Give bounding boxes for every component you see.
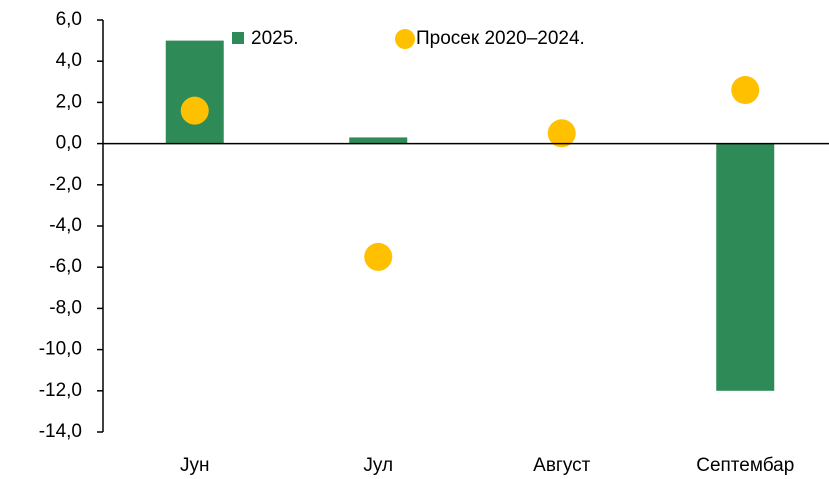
y-tick-label: -2,0 <box>49 174 82 195</box>
x-tick-label: Август <box>533 455 590 476</box>
y-tick-label: -8,0 <box>49 297 82 318</box>
legend-swatch <box>232 32 244 44</box>
y-tick-label: 0,0 <box>56 133 82 154</box>
y-tick-label: -4,0 <box>49 215 82 236</box>
y-tick-label: -14,0 <box>39 421 82 442</box>
legend-label: Просек 2020–2024. <box>416 28 585 49</box>
y-tick-label: -12,0 <box>39 380 82 401</box>
x-tick-label: Септембар <box>696 455 794 476</box>
x-tick-label: Јун <box>180 455 210 476</box>
bar <box>165 40 224 144</box>
y-tick-label: 4,0 <box>56 50 82 71</box>
legend-swatch <box>395 29 415 49</box>
dot <box>364 242 393 271</box>
bar <box>349 137 408 144</box>
dot <box>731 76 760 105</box>
y-tick-label: 2,0 <box>56 91 82 112</box>
bar <box>716 143 775 391</box>
x-tick-label: Јул <box>363 455 393 476</box>
y-tick-label: -10,0 <box>39 339 82 360</box>
y-tick-label: 6,0 <box>56 9 82 30</box>
y-tick-label: -6,0 <box>49 256 82 277</box>
dot <box>180 96 209 125</box>
dot <box>547 119 576 148</box>
legend-label: 2025. <box>251 28 299 49</box>
